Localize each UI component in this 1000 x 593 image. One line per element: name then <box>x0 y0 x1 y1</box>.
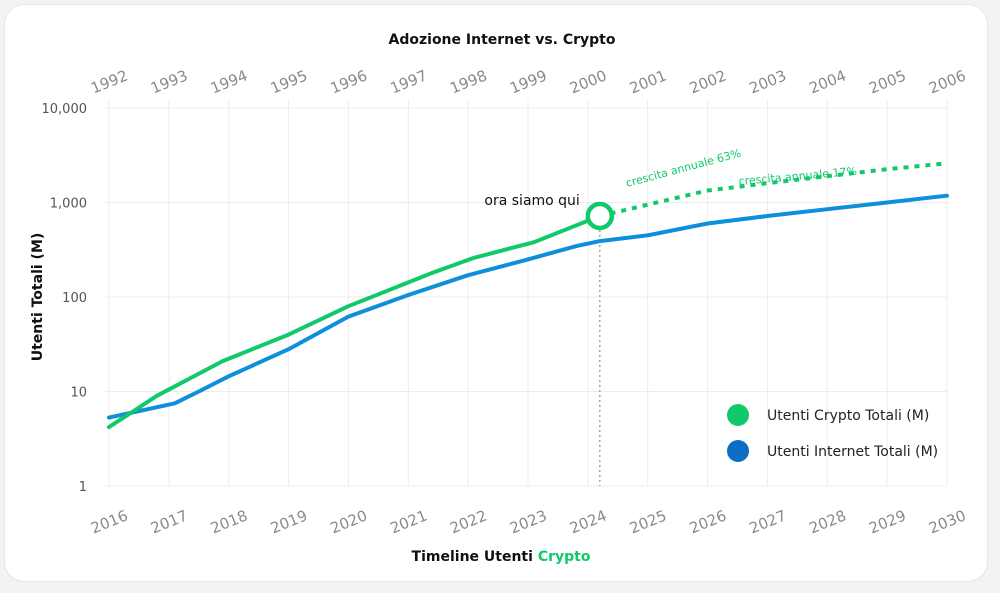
growth-annotation-internet: crescita annuale 17% <box>738 165 857 188</box>
x-top-tick-label: 1999 <box>507 66 549 97</box>
x-top-tick-label: 1993 <box>148 66 190 97</box>
x-top-tick-label: 2002 <box>687 66 729 97</box>
x-bottom-tick-label: 2022 <box>447 506 489 537</box>
x-bottom-tick-label: 2029 <box>866 506 908 537</box>
chart-title: Adozione Internet vs. Crypto <box>389 32 616 48</box>
x-bottom-tick-label: 2017 <box>148 506 190 537</box>
x-top-tick-label: 1997 <box>388 66 430 97</box>
x-axis-label: Timeline Utenti Crypto <box>412 549 591 565</box>
legend-label: Utenti Crypto Totali (M) <box>767 408 929 424</box>
series-layer <box>107 161 949 486</box>
x-axis-label-highlight: Crypto <box>538 549 591 565</box>
x-bottom-tick-label: 2028 <box>807 506 849 537</box>
series-projection-line <box>599 161 948 218</box>
x-axis-top: 1992 1993 1994 1995 1996 1997 1998 1999 2000 2001… <box>88 66 968 97</box>
y-tick-label: 10 <box>70 386 87 401</box>
now-marker-circle <box>585 201 615 231</box>
y-axis: 1 10 100 1,000 10,000 <box>42 102 88 495</box>
x-bottom-tick-label: 2020 <box>328 506 370 537</box>
x-top-tick-label: 2006 <box>926 66 968 97</box>
x-top-tick-label: 2003 <box>747 66 789 97</box>
x-bottom-tick-label: 2019 <box>268 506 310 537</box>
legend-marker <box>727 440 749 462</box>
x-axis-bottom: 2016 2017 2018 2019 2020 2021 2022 2023 2024 2025… <box>88 506 968 537</box>
x-bottom-tick-label: 2025 <box>627 506 669 537</box>
grid <box>105 100 948 487</box>
x-bottom-tick-label: 2016 <box>88 506 130 537</box>
y-tick-label: 1 <box>79 480 87 495</box>
x-bottom-tick-label: 2024 <box>567 506 609 537</box>
growth-annotation-crypto: crescita annuale 63% <box>624 147 742 190</box>
series-line <box>107 214 602 430</box>
x-top-tick-label: 1995 <box>268 66 310 97</box>
annotations: ora siamo qui crescita annuale 63%crescit… <box>484 147 857 231</box>
x-top-tick-label: 2005 <box>866 66 908 97</box>
legend-marker <box>727 404 749 426</box>
legend-label: Utenti Internet Totali (M) <box>767 444 938 460</box>
x-top-tick-label: 1996 <box>328 66 370 97</box>
chart-card: Adozione Internet vs. Crypto 1 10 100 1,000… <box>4 4 988 582</box>
legend: Utenti Crypto Totali (M) Utenti Internet … <box>727 404 938 462</box>
x-bottom-tick-label: 2021 <box>388 506 430 537</box>
x-top-tick-label: 2000 <box>567 66 609 97</box>
y-tick-label: 1,000 <box>50 197 87 212</box>
y-tick-label: 100 <box>62 291 87 306</box>
x-axis-label-prefix: Timeline Utenti <box>412 549 538 565</box>
series-line <box>107 193 949 420</box>
x-bottom-tick-label: 2018 <box>208 506 250 537</box>
x-top-tick-label: 1992 <box>88 66 130 97</box>
x-bottom-tick-label: 2030 <box>926 506 968 537</box>
chart-svg: Adozione Internet vs. Crypto 1 10 100 1,000… <box>30 32 968 565</box>
x-bottom-tick-label: 2026 <box>687 506 729 537</box>
y-tick-label: 10,000 <box>42 102 88 117</box>
now-annotation: ora siamo qui <box>484 193 579 209</box>
x-top-tick-label: 1998 <box>447 66 489 97</box>
x-bottom-tick-label: 2027 <box>747 506 789 537</box>
x-bottom-tick-label: 2023 <box>507 506 549 537</box>
y-axis-label: Utenti Totali (M) <box>30 233 46 362</box>
x-top-tick-label: 2001 <box>627 66 669 97</box>
x-top-tick-label: 2004 <box>807 66 849 97</box>
x-top-tick-label: 1994 <box>208 66 250 97</box>
